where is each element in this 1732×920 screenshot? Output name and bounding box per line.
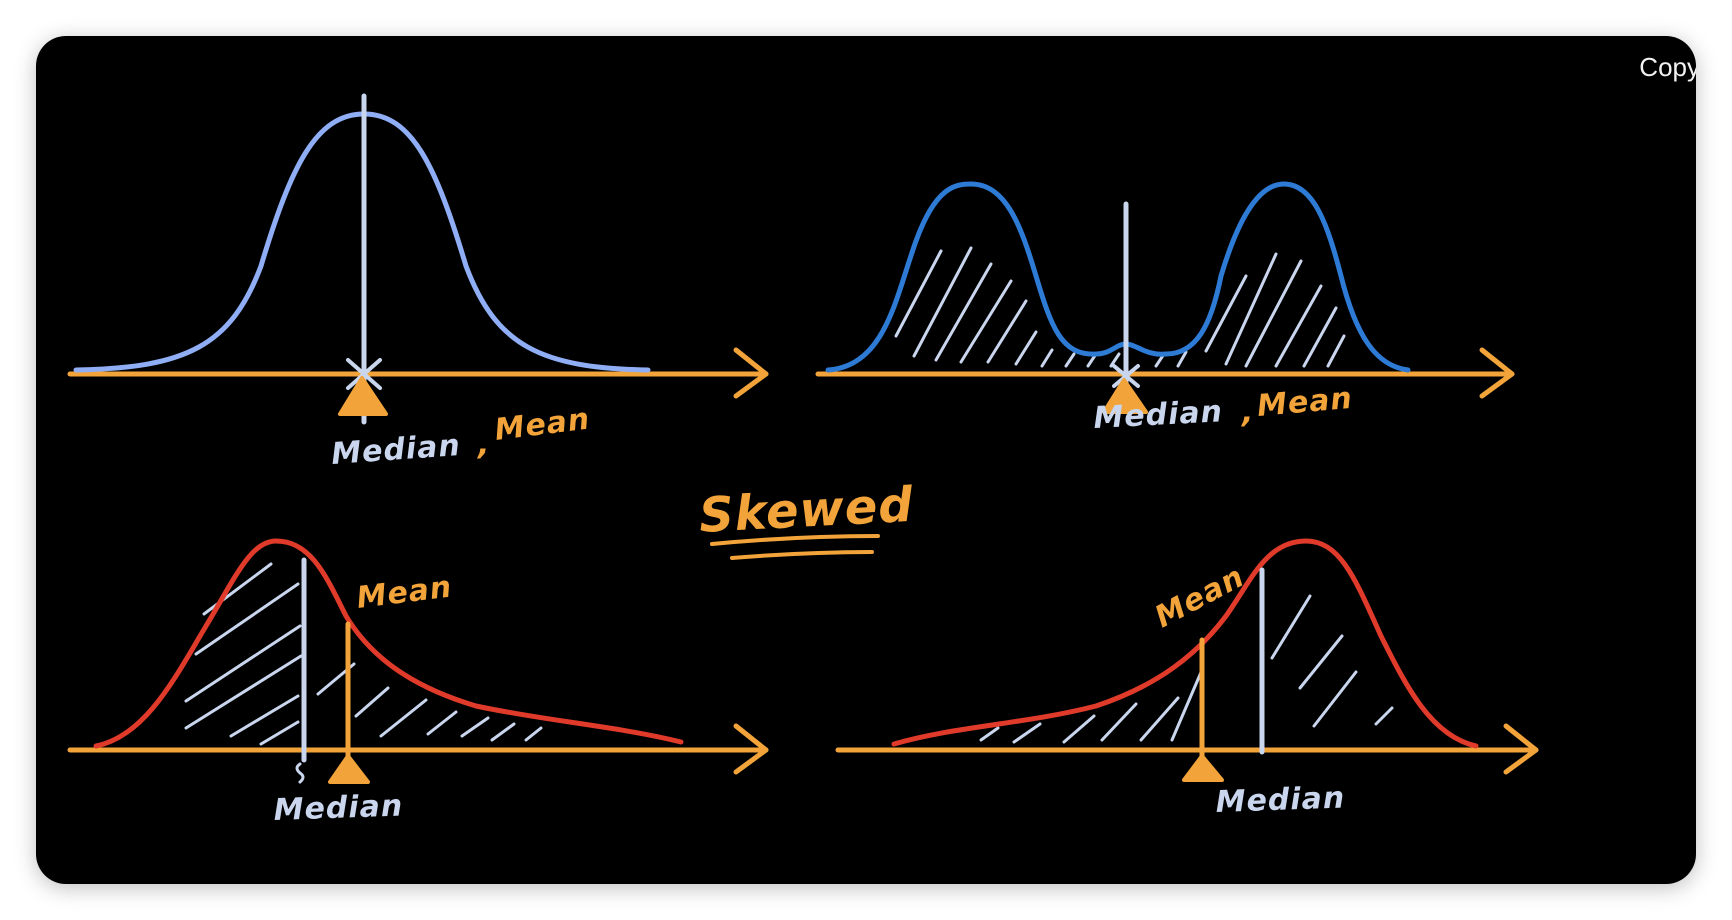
bimodal-hatching [894,246,1346,368]
skewed-title-underline [710,534,880,560]
normal-mean-label: Mean [493,402,592,448]
normal-balance-triangle [338,376,388,416]
left-skewed-median-label: Median [1215,780,1346,820]
left-skewed-curve [891,538,1479,749]
skewed-title-group: Skewed [698,477,915,560]
normal-distribution-panel: Median , Mean [67,93,769,472]
left-skewed-balance-triangle [1182,754,1224,782]
left-skewed-hatching [979,594,1394,744]
bimodal-distribution-panel: Median , Mean [815,181,1515,436]
right-skewed-mean-label: Mean [355,570,454,616]
left-skewed-panel: Mean Median [835,538,1539,820]
skewed-title: Skewed [698,477,915,544]
bimodal-median-label: Median [1093,394,1224,436]
right-skewed-hatching [184,562,543,746]
normal-center-cross [346,358,382,390]
bimodal-separator: , [1240,395,1254,430]
bimodal-axis-arrowhead [1479,347,1515,399]
right-skewed-panel: Mean Median [67,538,769,828]
normal-axis-arrowhead [733,347,769,399]
left-skewed-mean-label: Mean [1149,559,1250,635]
normal-median-label: Median [330,428,462,472]
bimodal-balance-triangle [1102,378,1148,414]
right-skewed-axis-arrowhead [733,723,769,775]
left-skewed-axis-arrowhead [1503,723,1539,775]
whiteboard-frame: Copy Median , Mean [36,36,1696,884]
bimodal-mean-label: Mean [1256,381,1354,424]
bimodal-center-cross [1112,364,1140,388]
distribution-diagram: Median , Mean [67,93,1539,828]
right-skewed-curve [93,538,684,749]
copy-button[interactable]: Copy [1639,52,1696,82]
right-skewed-median-label: Median [273,788,404,828]
right-skewed-balance-triangle [328,754,370,784]
normal-separator: , [476,427,490,462]
right-skewed-median-pointer [295,762,305,784]
bimodal-curve [825,181,1411,373]
